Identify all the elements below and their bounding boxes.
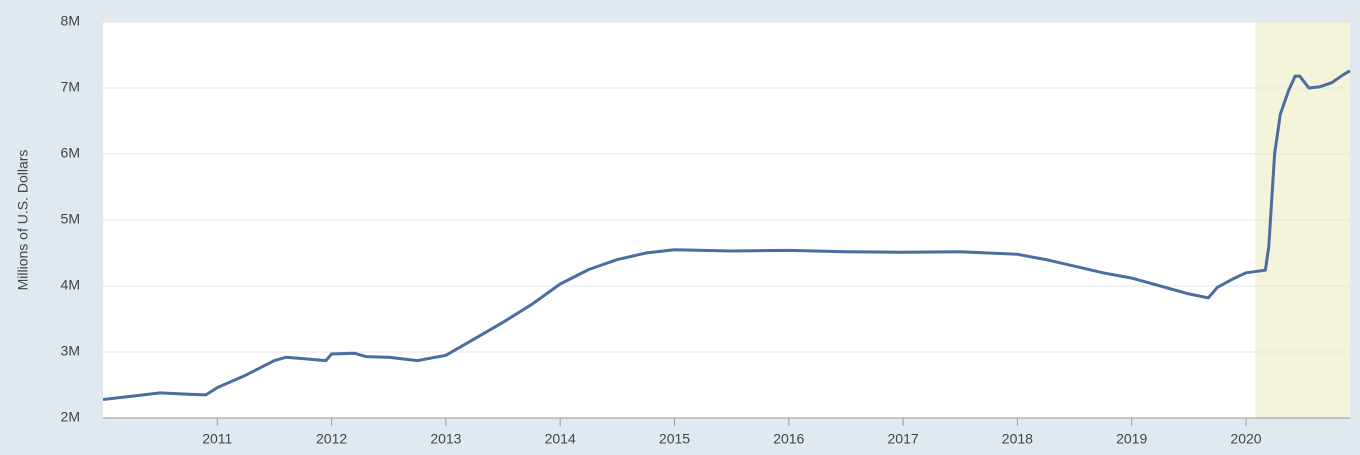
x-tick-label: 2017 — [888, 431, 919, 447]
x-tick-label: 2012 — [316, 431, 347, 447]
y-tick-label: 8M — [61, 13, 80, 29]
y-tick-label: 4M — [61, 277, 80, 293]
x-tick-label: 2013 — [430, 431, 461, 447]
y-tick-label: 7M — [61, 79, 80, 95]
y-tick-label: 3M — [61, 343, 80, 359]
x-tick-label: 2018 — [1002, 431, 1033, 447]
x-tick-label: 2014 — [545, 431, 576, 447]
y-tick-label: 5M — [61, 211, 80, 227]
y-tick-label: 2M — [61, 409, 80, 425]
x-tick-label: 2019 — [1116, 431, 1147, 447]
x-tick-label: 2020 — [1230, 431, 1261, 447]
y-tick-label: 6M — [61, 145, 80, 161]
x-tick-label: 2015 — [659, 431, 690, 447]
data-line — [102, 69, 1351, 401]
y-axis-label: Millions of U.S. Dollars — [15, 150, 31, 291]
x-tick-label: 2011 — [202, 431, 232, 447]
x-tick-label: 2016 — [773, 431, 804, 447]
